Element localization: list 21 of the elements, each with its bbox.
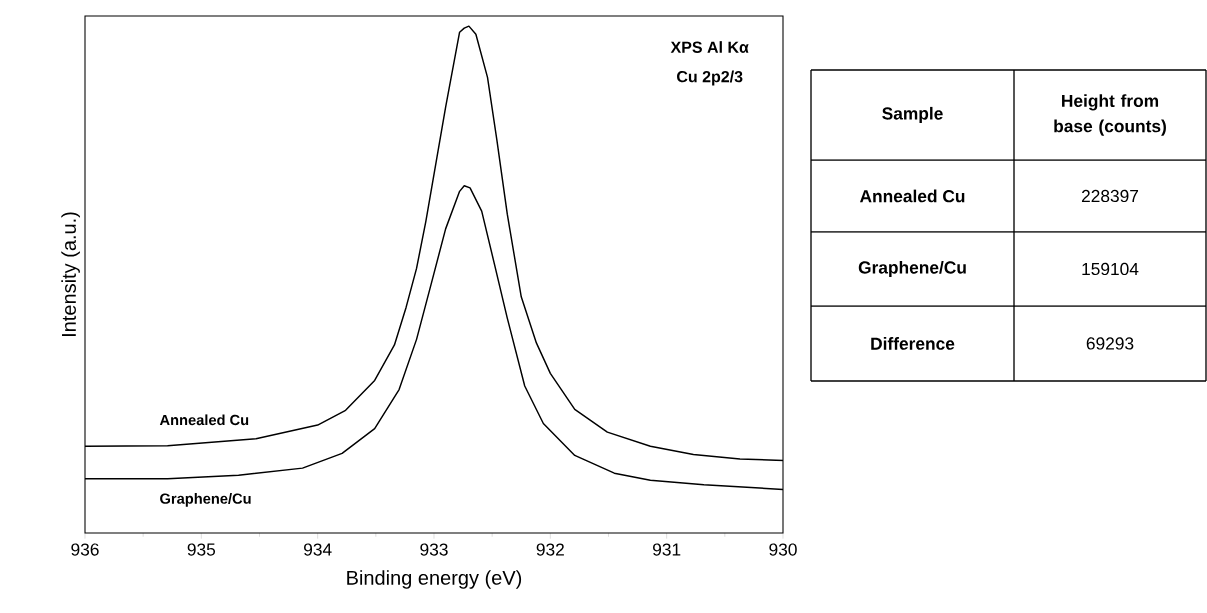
category-label: Annealed Cu xyxy=(859,189,965,203)
series-label: Graphene/Cu xyxy=(160,493,251,507)
x-tick-label: 934 xyxy=(304,543,332,556)
text: Height from base (counts) xyxy=(1054,94,1166,136)
annotation: Cu 2p2/3 xyxy=(677,70,743,86)
data-label: 159104 xyxy=(1082,262,1139,276)
data-label: 228397 xyxy=(1081,189,1139,203)
x-axis-title: Binding energy (eV) xyxy=(347,570,522,589)
x-tick-label: 936 xyxy=(71,543,99,556)
x-tick-label: 932 xyxy=(536,543,564,556)
category-label: Difference xyxy=(871,337,955,350)
data-label: 69293 xyxy=(1086,337,1134,350)
annotation: XPS Al Kα xyxy=(670,41,749,53)
x-tick-label: 933 xyxy=(420,543,448,556)
y-axis-title: Intensity (a.u.) xyxy=(61,212,80,337)
category-label: Graphene/Cu xyxy=(858,260,966,278)
series-label: Annealed Cu xyxy=(159,414,249,426)
text: Sample xyxy=(882,106,943,124)
x-tick-label: 931 xyxy=(653,543,681,556)
x-tick-label: 930 xyxy=(769,543,797,556)
x-tick-label: 935 xyxy=(187,543,216,556)
